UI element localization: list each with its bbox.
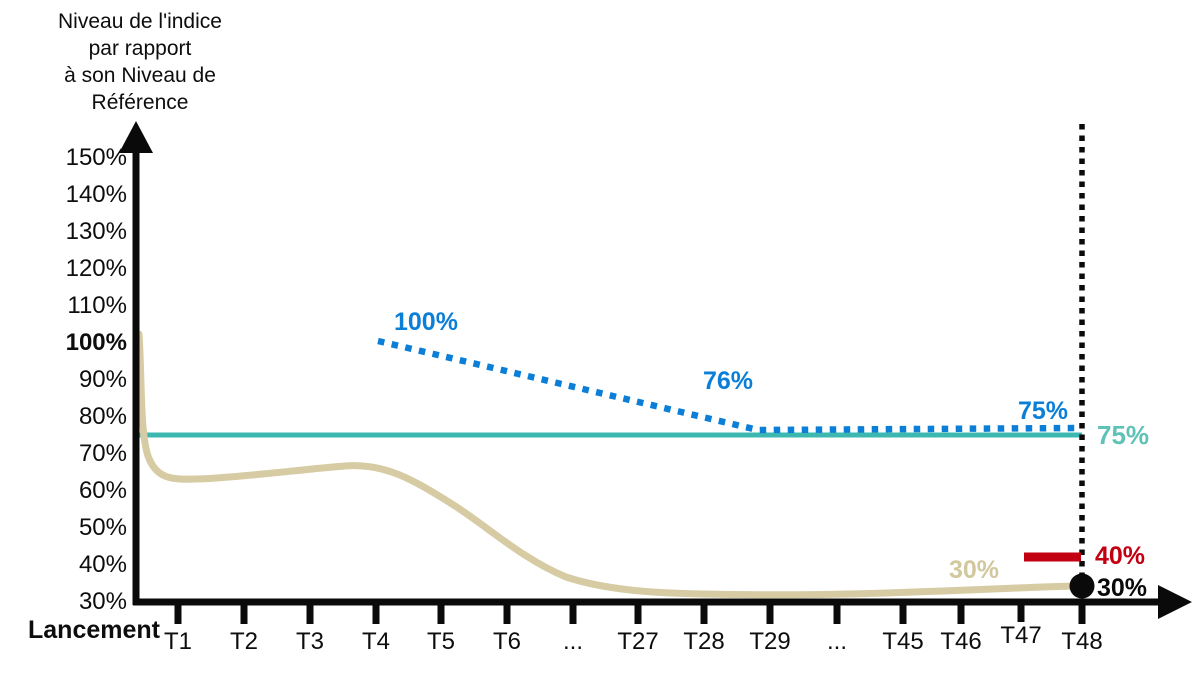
- index-level-curve: [135, 330, 1078, 599]
- chart-title: Niveau de l'indice par rapport à son Niv…: [8, 8, 272, 116]
- x-tick-t48: T48: [1061, 628, 1103, 655]
- final-value-dot: [1069, 573, 1095, 599]
- x-tick-t29: T29: [749, 628, 791, 655]
- chart-title-line-2: par rapport: [88, 37, 192, 60]
- annotation-threshold-75: 75%: [1018, 397, 1069, 425]
- x-tick-t2: T2: [229, 628, 258, 655]
- x-tick-ellipsis-2: ...: [826, 628, 847, 655]
- x-tick-t45: T45: [882, 628, 924, 655]
- y-tick-40: 40%: [78, 551, 127, 578]
- y-tick-30: 30%: [78, 588, 127, 615]
- y-tick-150: 150%: [65, 144, 127, 171]
- y-tick-70: 70%: [78, 440, 127, 467]
- x-axis-ticks: [174, 602, 1086, 624]
- x-tick-t1: T1: [163, 628, 192, 655]
- x-tick-t5: T5: [426, 628, 455, 655]
- annotation-threshold-76: 76%: [703, 367, 754, 395]
- y-tick-130: 130%: [65, 218, 127, 245]
- y-tick-80: 80%: [78, 403, 127, 430]
- x-tick-t4: T4: [361, 628, 390, 655]
- chart-title-line-3: à son Niveau de: [64, 64, 216, 87]
- y-tick-140: 140%: [65, 181, 127, 208]
- x-tick-t27: T27: [617, 628, 659, 655]
- x-axis-arrow-icon: [1158, 585, 1192, 619]
- y-tick-110: 110%: [67, 292, 127, 319]
- annotation-coupon-40: 40%: [1095, 542, 1146, 570]
- annotation-barrier-75: 75%: [1097, 420, 1150, 450]
- x-tick-t46: T46: [940, 628, 982, 655]
- annotation-threshold-100: 100%: [394, 308, 458, 336]
- y-axis-arrow-icon: [119, 121, 153, 153]
- chart-title-line-4: Référence: [91, 91, 189, 114]
- x-tick-ellipsis-1: ...: [562, 628, 583, 655]
- x-tick-t47: T47: [1000, 622, 1042, 649]
- y-tick-120: 120%: [65, 255, 127, 282]
- x-tick-t3: T3: [295, 628, 324, 655]
- annotation-index-30: 30%: [949, 556, 1000, 584]
- y-tick-90: 90%: [78, 366, 127, 393]
- y-tick-50: 50%: [78, 514, 127, 541]
- degressive-threshold-dotted-line: [377, 337, 1081, 434]
- x-origin-label: Lancement: [28, 616, 160, 644]
- chart-title-line-1: Niveau de l'indice: [58, 10, 222, 33]
- annotation-final-30: 30%: [1097, 574, 1148, 602]
- x-tick-t6: T6: [492, 628, 521, 655]
- x-tick-t28: T28: [683, 628, 725, 655]
- y-tick-60: 60%: [78, 477, 127, 504]
- y-tick-100: 100%: [65, 329, 127, 356]
